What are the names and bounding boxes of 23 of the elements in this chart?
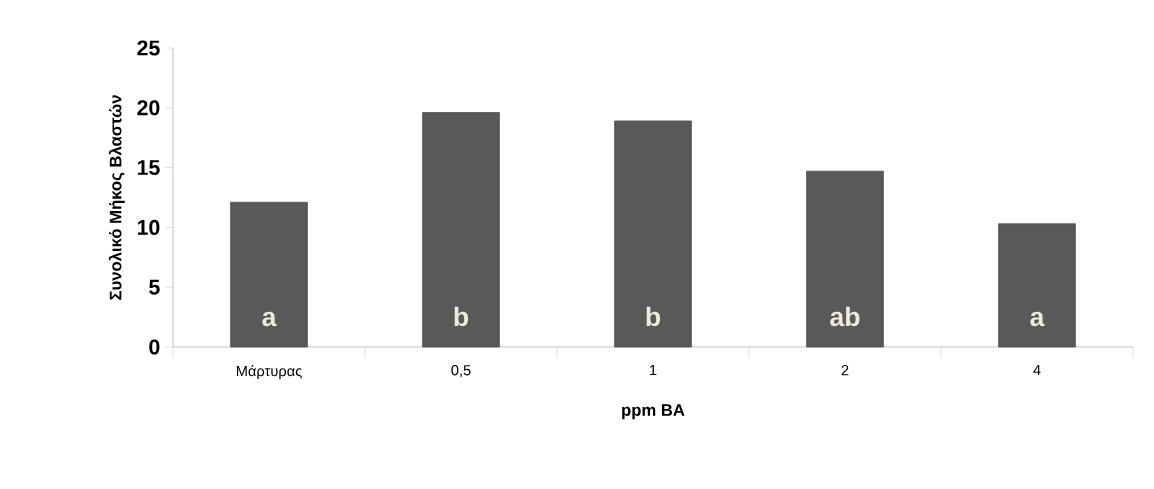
bar: [998, 223, 1076, 348]
y-tick-label: 15: [137, 160, 160, 176]
bar: [230, 201, 308, 348]
annotation: b: [646, 306, 661, 327]
bar: [422, 112, 500, 348]
bar: [614, 120, 692, 348]
y-tick-label: 25: [137, 40, 160, 56]
y-tick-label: 10: [137, 219, 160, 235]
x-tick-label: 0,5: [451, 365, 471, 378]
y-tick-label: 5: [149, 279, 160, 295]
x-axis-title: ppm BA: [622, 404, 685, 420]
annotation: ab: [830, 306, 860, 327]
y-tick-label: 0: [149, 339, 160, 355]
annotation: a: [262, 311, 277, 327]
bar: [806, 170, 884, 348]
annotation: a: [1030, 311, 1045, 327]
x-tick-label: Μάρτυρας: [236, 365, 302, 380]
x-tick-label: 4: [1033, 365, 1041, 376]
x-tick-label: 2: [841, 365, 849, 376]
y-axis-title: Συνολικό Μήκος Βλαστών: [108, 95, 125, 300]
x-tick-label: 1: [650, 365, 657, 376]
y-tick-label: 20: [137, 100, 160, 116]
annotation: b: [454, 306, 469, 327]
